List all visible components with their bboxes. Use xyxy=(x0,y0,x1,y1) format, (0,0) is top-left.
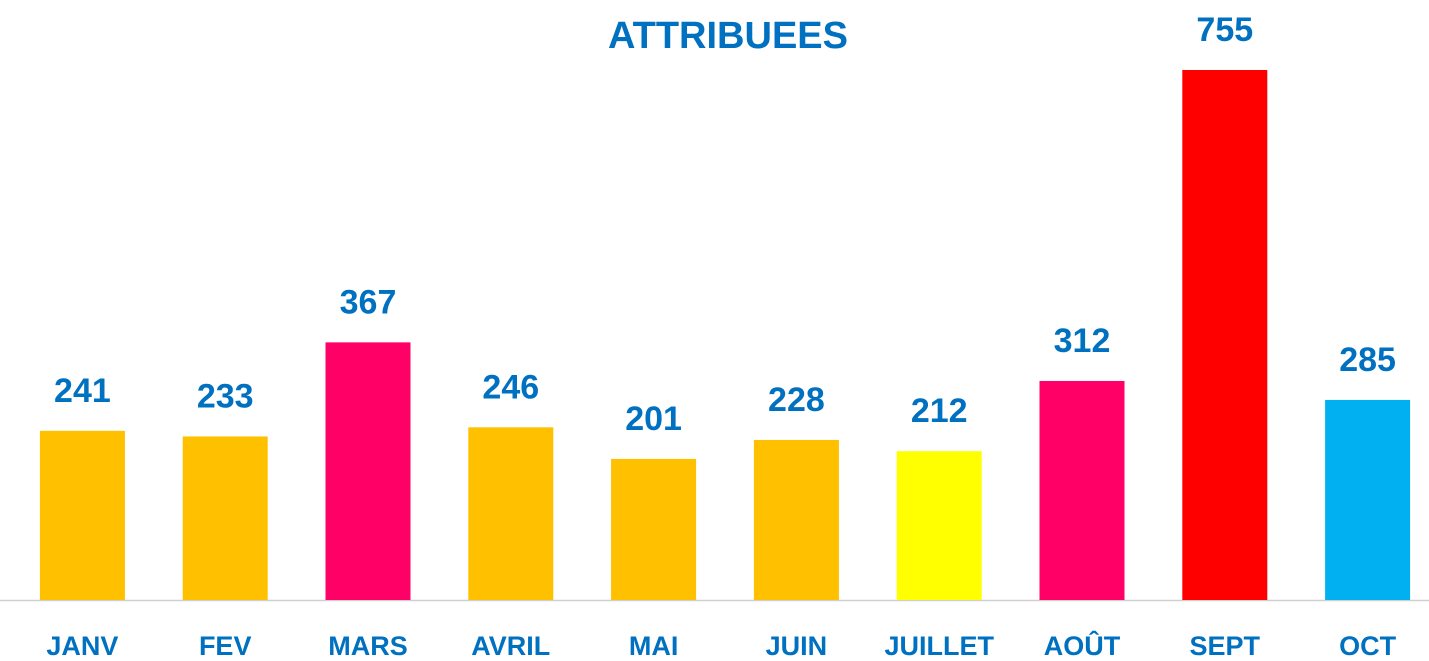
x-tick-label: AVRIL xyxy=(471,631,550,661)
value-label: 201 xyxy=(625,400,682,438)
value-label: 285 xyxy=(1339,341,1396,379)
chart-title: ATTRIBUEES xyxy=(608,15,848,57)
value-label: 212 xyxy=(911,392,968,430)
x-tick-label: JANV xyxy=(46,631,118,661)
bar xyxy=(1039,380,1125,600)
bar xyxy=(753,439,839,600)
bar xyxy=(182,436,268,600)
x-tick-label: FEV xyxy=(199,631,252,661)
x-tick-label: AOÛT xyxy=(1044,630,1121,661)
value-label: 367 xyxy=(340,283,397,321)
x-tick-label: JUILLET xyxy=(884,631,994,661)
x-tick-label: OCT xyxy=(1339,631,1397,661)
value-label: 755 xyxy=(1196,11,1253,49)
bar xyxy=(39,430,125,600)
bar xyxy=(468,427,554,600)
value-label: 312 xyxy=(1054,322,1111,360)
bar xyxy=(1325,399,1411,600)
value-label: 241 xyxy=(54,372,111,410)
bar xyxy=(611,458,697,600)
x-tick-label: SEPT xyxy=(1190,631,1261,661)
x-tick-label: MAI xyxy=(629,631,679,661)
value-label: 246 xyxy=(482,368,539,406)
value-label: 233 xyxy=(197,377,254,415)
bar xyxy=(896,451,982,600)
value-label: 228 xyxy=(768,381,825,419)
x-tick-label: MARS xyxy=(328,631,408,661)
bar xyxy=(325,342,411,600)
x-tick-label: JUIN xyxy=(766,631,828,661)
bar xyxy=(1182,70,1268,600)
